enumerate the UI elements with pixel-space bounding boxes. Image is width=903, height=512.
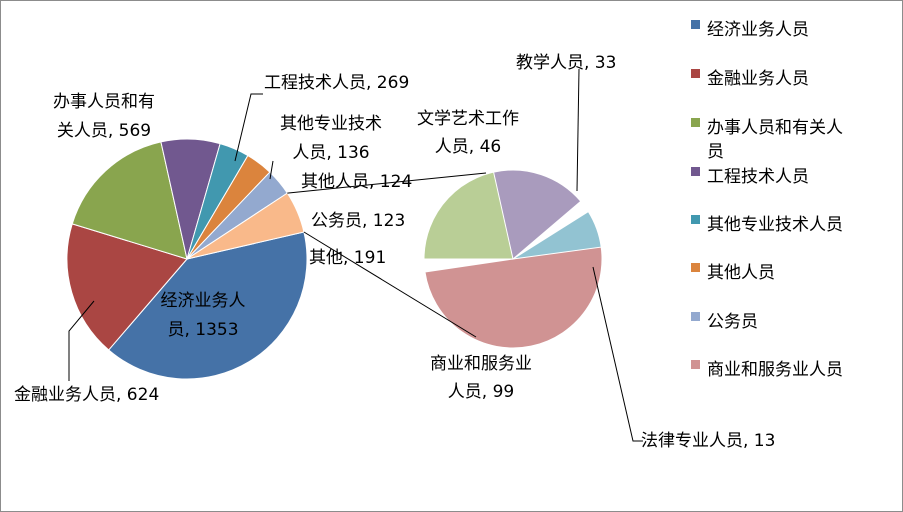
main-label-6-line-0: 公务员, 123 — [311, 211, 405, 231]
legend-swatch-2 — [691, 118, 700, 127]
sub-pie-slice-3 — [512, 210, 602, 260]
legend-label-1: 金融业务人员 — [707, 69, 809, 89]
legend-label-2-cont: 员 — [707, 142, 724, 162]
legend-swatch-1 — [691, 69, 700, 78]
main-label-3-line-0: 工程技术人员, 269 — [264, 73, 409, 93]
main-label-5-line-0: 其他人员, 124 — [301, 172, 412, 192]
sub-label-3-line-0: 法律专业人员, 13 — [641, 431, 775, 451]
legend-label-4: 其他专业技术人员 — [707, 215, 843, 235]
legend-swatch-7 — [691, 360, 700, 369]
main-label-2-line-1: 关人员, 569 — [57, 121, 151, 141]
main-label-4-line-1: 人员, 136 — [292, 143, 369, 163]
connector-bottom-line — [303, 231, 477, 338]
legend-label-0: 经济业务人员 — [707, 20, 809, 40]
sub-label-0-line-0: 商业和服务业 — [430, 354, 532, 374]
main-label-0-line-0: 经济业务人 — [161, 291, 246, 311]
sub-label-2-line-0: 教学人员, 33 — [516, 53, 616, 73]
legend-label-5: 其他人员 — [707, 263, 775, 283]
leader-line-jiaoxue — [576, 68, 580, 192]
legend-label-7: 商业和服务业人员 — [707, 360, 843, 380]
legend-swatch-0 — [691, 20, 700, 29]
main-label-4-line-0: 其他专业技术 — [280, 114, 382, 134]
leader-line-gongcheng — [234, 93, 263, 162]
leader-line-jinrong — [68, 300, 95, 381]
leader-line-falv — [592, 266, 643, 442]
main-label-1-line-0: 金融业务人员, 624 — [14, 385, 159, 405]
sub-label-1-line-0: 文学艺术工作 — [417, 109, 519, 129]
main-pie-slice-2 — [71, 141, 188, 260]
legend-label-3: 工程技术人员 — [707, 167, 809, 187]
leader-line-qitazhuanye — [269, 160, 274, 180]
main-label-0-line-1: 员, 1353 — [167, 320, 238, 340]
connector-top-line — [287, 172, 487, 194]
main-label-2-line-0: 办事人员和有 — [53, 92, 155, 112]
sub-label-1-line-1: 人员, 46 — [435, 137, 501, 157]
legend-swatch-6 — [691, 312, 700, 321]
main-pie-slice-1 — [66, 223, 188, 351]
legend-swatch-5 — [691, 263, 700, 272]
legend-swatch-4 — [691, 215, 700, 224]
sub-pie-slice-2 — [492, 169, 582, 260]
sub-label-0-line-1: 人员, 99 — [448, 382, 514, 402]
sub-pie-slice-0 — [424, 235, 603, 349]
legend-label-6: 公务员 — [707, 312, 758, 332]
legend-label-2: 办事人员和有关人 — [707, 118, 843, 138]
main-pie-slice-0 — [108, 231, 308, 380]
main-label-7-line-0: 其他, 191 — [309, 248, 386, 268]
legend-swatch-3 — [691, 167, 700, 176]
